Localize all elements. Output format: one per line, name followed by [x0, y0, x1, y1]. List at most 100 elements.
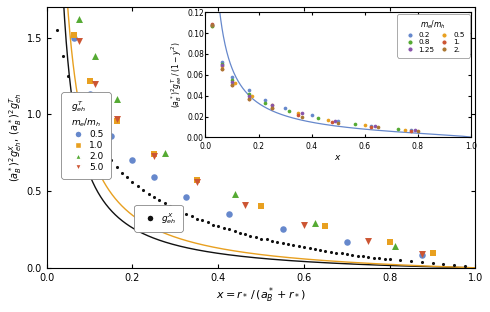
- Point: [396, 258, 404, 263]
- Point: [418, 251, 426, 256]
- Point: [252, 235, 260, 240]
- Point: [150, 195, 158, 200]
- Point: [348, 252, 356, 257]
- Point: [161, 150, 169, 155]
- Point: [86, 127, 94, 132]
- Point: [128, 158, 136, 163]
- Point: [193, 178, 201, 183]
- Point: [241, 202, 249, 207]
- Point: [407, 259, 415, 264]
- Point: [338, 251, 345, 256]
- Point: [75, 38, 83, 43]
- Point: [268, 238, 276, 243]
- Point: [289, 243, 297, 248]
- Point: [107, 133, 115, 138]
- X-axis label: $x = r_* \,/\, (a_B^* + r_*)$: $x = r_* \,/\, (a_B^* + r_*)$: [217, 285, 306, 305]
- Point: [257, 236, 265, 241]
- Point: [91, 81, 99, 86]
- Point: [150, 175, 158, 180]
- Point: [188, 213, 196, 218]
- Point: [172, 207, 179, 212]
- Point: [177, 208, 185, 213]
- Point: [123, 175, 131, 180]
- Point: [91, 54, 99, 59]
- Point: [381, 256, 389, 261]
- Point: [321, 224, 329, 229]
- Point: [300, 222, 308, 227]
- Point: [139, 187, 147, 192]
- Point: [295, 244, 303, 249]
- Point: [279, 241, 287, 246]
- Point: [429, 261, 437, 266]
- Point: [332, 250, 340, 255]
- Point: [182, 212, 190, 217]
- Point: [107, 158, 115, 163]
- Point: [118, 170, 126, 175]
- Point: [375, 256, 383, 261]
- Point: [300, 245, 308, 250]
- Point: [113, 118, 121, 123]
- Point: [193, 216, 201, 221]
- Point: [429, 251, 437, 256]
- Point: [209, 222, 217, 227]
- Y-axis label: $(a_B^*)^2 g_{eh}^X,\; (a_B^*)^2 g_{eh}^T$: $(a_B^*)^2 g_{eh}^X,\; (a_B^*)^2 g_{eh}^…: [7, 93, 24, 182]
- Point: [80, 116, 88, 121]
- Point: [220, 226, 228, 231]
- Point: [156, 198, 164, 203]
- Point: [225, 212, 233, 217]
- Point: [113, 96, 121, 101]
- Point: [317, 247, 324, 252]
- Point: [263, 237, 270, 242]
- Point: [75, 104, 83, 109]
- Point: [113, 116, 121, 121]
- Point: [327, 249, 335, 254]
- Point: [53, 27, 61, 32]
- Point: [311, 220, 319, 225]
- Point: [214, 224, 222, 229]
- Point: [365, 238, 372, 243]
- Point: [182, 195, 190, 200]
- Point: [236, 230, 244, 235]
- Point: [166, 204, 174, 209]
- Point: [246, 233, 254, 238]
- Point: [241, 232, 249, 236]
- Point: [257, 204, 265, 209]
- Point: [354, 253, 362, 258]
- Point: [113, 164, 121, 169]
- Point: [418, 260, 426, 265]
- Point: [365, 254, 372, 259]
- Point: [386, 257, 393, 262]
- Point: [150, 152, 158, 157]
- Point: [70, 32, 78, 37]
- Point: [386, 240, 393, 245]
- Point: [75, 17, 83, 22]
- Point: [450, 263, 458, 268]
- Point: [134, 184, 142, 189]
- Point: [91, 136, 99, 141]
- Point: [343, 240, 351, 245]
- Point: [128, 179, 136, 184]
- Point: [102, 152, 110, 157]
- Point: [231, 192, 239, 197]
- Point: [273, 239, 281, 244]
- Point: [150, 153, 158, 158]
- Point: [311, 246, 319, 251]
- Point: [392, 244, 399, 249]
- Point: [145, 192, 153, 197]
- Point: [59, 54, 67, 59]
- Point: [203, 219, 211, 224]
- Point: [70, 90, 78, 95]
- Point: [284, 241, 292, 246]
- Point: [198, 218, 206, 223]
- Point: [418, 252, 426, 257]
- Point: [225, 227, 233, 232]
- Point: [231, 228, 239, 233]
- Point: [343, 252, 351, 257]
- Legend: $g_{eh}^X$: $g_{eh}^X$: [137, 207, 180, 229]
- Point: [370, 255, 378, 260]
- Point: [70, 35, 78, 40]
- Point: [97, 144, 104, 149]
- Point: [193, 179, 201, 184]
- Point: [86, 92, 94, 97]
- Point: [321, 248, 329, 253]
